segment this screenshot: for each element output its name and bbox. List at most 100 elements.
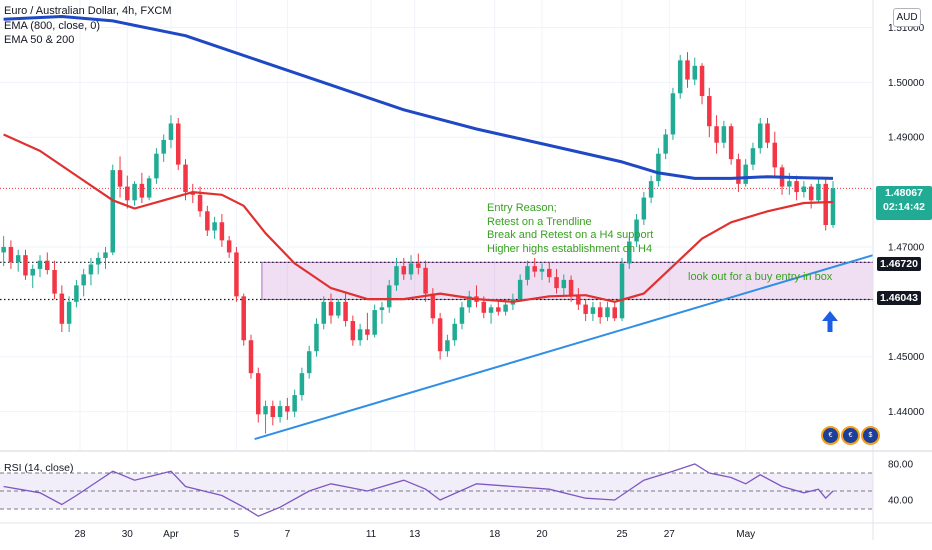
x-tick-label: 18	[489, 529, 501, 540]
candle-body	[256, 373, 261, 415]
candle-body	[634, 219, 639, 242]
candle	[263, 400, 268, 434]
candle	[597, 301, 603, 324]
candle-body	[823, 183, 828, 225]
candle	[823, 178, 828, 231]
flag-icon[interactable]: $	[861, 426, 880, 445]
candle	[219, 214, 225, 247]
candle	[801, 181, 807, 198]
candle-body	[466, 296, 472, 308]
candle-body	[81, 274, 86, 286]
candle-body	[328, 301, 334, 316]
candle	[583, 299, 588, 322]
grid	[0, 0, 873, 450]
candle	[692, 57, 698, 86]
candle	[525, 260, 530, 286]
candle	[328, 293, 334, 324]
candle-body	[481, 301, 487, 313]
event-flags[interactable]: € € $	[821, 426, 881, 445]
candle	[37, 255, 43, 278]
candle-body	[714, 126, 719, 143]
candle-body	[219, 222, 225, 241]
candle	[52, 260, 57, 300]
candle	[663, 128, 668, 160]
candle-body	[1, 246, 6, 253]
candle-body	[248, 340, 254, 374]
candle	[641, 192, 647, 225]
candle-body	[496, 307, 501, 312]
bar-countdown: 02:14:42	[882, 201, 926, 213]
candle	[757, 117, 763, 154]
candle-body	[525, 266, 530, 280]
candle-body	[197, 194, 203, 212]
candle	[103, 246, 108, 269]
candle	[670, 87, 676, 140]
candle-body	[95, 257, 101, 265]
candle	[437, 312, 443, 360]
candle	[146, 175, 152, 201]
y-tick-label: 1.49000	[888, 133, 925, 144]
arrow-up-icon	[822, 311, 838, 332]
candle-body	[612, 307, 617, 319]
candle-body	[321, 301, 326, 324]
candle	[88, 257, 94, 286]
candle-body	[488, 307, 494, 313]
rsi-label[interactable]: RSI (14, close)	[4, 462, 74, 474]
candle	[714, 115, 719, 154]
level-lower-tag: 1.46043	[877, 291, 921, 305]
candle	[685, 52, 690, 88]
candle-body	[699, 65, 705, 97]
candle-body	[568, 279, 574, 297]
indicator-ema-50-200[interactable]: EMA 50 & 200	[4, 34, 75, 46]
candle	[408, 255, 414, 280]
candle-body	[605, 307, 610, 318]
candle	[212, 216, 217, 239]
candle-body	[663, 134, 668, 154]
indicator-ema-800[interactable]: EMA (800, close, 0)	[4, 19, 100, 32]
support-levels	[0, 261, 873, 301]
candle-body	[15, 255, 21, 263]
candle	[30, 264, 35, 289]
candle	[765, 117, 770, 149]
flag-icon[interactable]: €	[821, 426, 840, 445]
candle	[532, 257, 537, 278]
candle	[314, 318, 319, 357]
candle	[139, 172, 145, 204]
candle	[190, 183, 196, 204]
candle	[503, 301, 508, 316]
candle-body	[23, 255, 28, 276]
candle	[808, 183, 814, 209]
candle-body	[161, 139, 166, 154]
candle-body	[765, 123, 770, 143]
candle-body	[350, 321, 356, 341]
flag-icon[interactable]: €	[841, 426, 860, 445]
candle-body	[190, 192, 196, 195]
y-tick-label: 1.47000	[888, 242, 925, 253]
candle-body	[263, 406, 268, 415]
candle-body	[277, 406, 283, 418]
y-tick-label: 1.51000	[888, 23, 925, 34]
candle-body	[437, 318, 443, 352]
candle-body	[270, 406, 276, 418]
candle	[568, 275, 574, 302]
currency-button[interactable]: AUD	[893, 8, 921, 27]
candle	[241, 293, 246, 346]
candle	[132, 181, 137, 206]
candle-body	[292, 395, 297, 412]
candle-body	[45, 260, 50, 270]
candle-body	[234, 252, 239, 297]
candle-body	[808, 186, 814, 201]
candle-body	[66, 301, 72, 324]
candle	[554, 268, 559, 294]
candle-body	[401, 266, 407, 275]
candle-body	[561, 279, 567, 289]
candle-body	[728, 126, 734, 160]
note-line: Break and Retest on a H4 support	[487, 229, 654, 241]
candle-body	[757, 123, 763, 149]
candle-body	[597, 307, 603, 318]
candle-body	[132, 183, 137, 201]
candle	[343, 293, 348, 327]
candle-body	[416, 263, 421, 268]
